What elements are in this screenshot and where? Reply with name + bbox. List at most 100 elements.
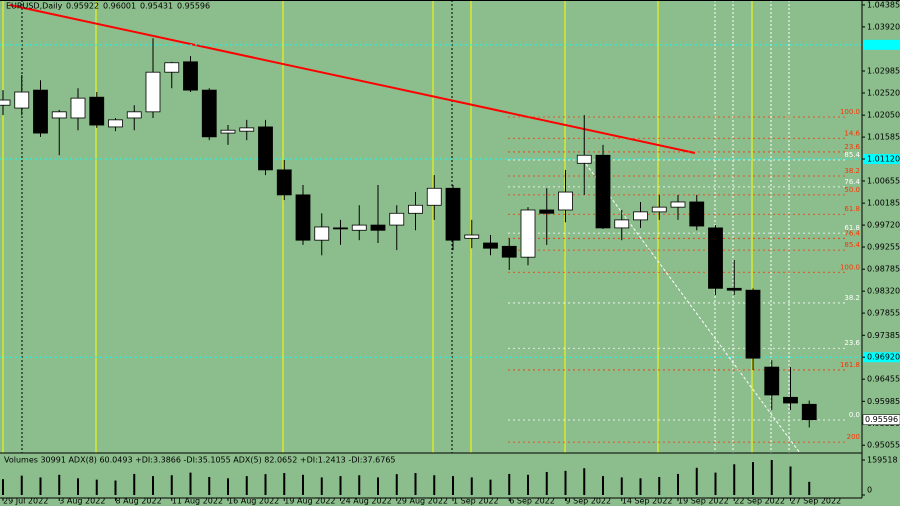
level-box xyxy=(863,154,900,165)
volume-bar xyxy=(489,479,492,495)
y-tick-label: 0.98785 xyxy=(867,265,900,274)
volume-bar xyxy=(583,468,586,495)
volume-bar xyxy=(695,467,698,495)
y-tick-label: 0.96455 xyxy=(867,375,900,384)
candle-body xyxy=(145,71,161,113)
x-tick-label: 22 Sep 2022 xyxy=(734,497,785,506)
x-tick-label: 1 Sep 2022 xyxy=(453,497,499,506)
candle-body xyxy=(783,396,798,404)
volume-bar xyxy=(602,476,604,495)
candle-body xyxy=(220,129,236,134)
candle-body xyxy=(389,212,405,226)
volume-bar xyxy=(395,474,398,495)
volume-bar xyxy=(770,460,773,495)
candle-body xyxy=(576,154,592,164)
candle-body xyxy=(539,209,555,214)
y-tick-label: 0.99255 xyxy=(867,243,900,252)
volume-bar xyxy=(358,475,361,495)
y-tick-label: 1.03920 xyxy=(867,22,900,31)
y-tick-label: 0.95055 xyxy=(867,441,900,450)
candle-body xyxy=(33,89,48,134)
volume-bar xyxy=(95,479,98,495)
volume-bar xyxy=(714,472,717,495)
trend-line xyxy=(9,4,696,154)
y-tick-label: 0.97855 xyxy=(867,309,900,318)
x-tick-label: 19 Sep 2022 xyxy=(678,497,729,506)
candle-body xyxy=(183,61,198,91)
x-tick-label: 14 Sep 2022 xyxy=(622,497,673,506)
candle-body xyxy=(276,169,292,196)
candle-body xyxy=(689,201,705,227)
volume-bar xyxy=(733,464,736,495)
candle-body xyxy=(295,194,311,241)
volume-bar xyxy=(677,473,679,495)
fib-label: 0.0 xyxy=(849,411,860,419)
fib-label: 23.6 xyxy=(844,143,860,151)
volume-header: Volumes 30991 ADX(8) 60.0493 +DI:3.3866 … xyxy=(4,456,396,465)
volume-bar xyxy=(545,471,548,495)
y-tick-label: 0.95985 xyxy=(867,397,900,406)
candle-body xyxy=(764,366,780,396)
y-tick-label: 0.98320 xyxy=(867,287,900,296)
y-tick-label: 0.96920 xyxy=(867,353,900,362)
volume-bar xyxy=(564,470,567,495)
y-tick-label: 1.02985 xyxy=(867,67,900,76)
volume-bar xyxy=(245,476,248,495)
candle-body xyxy=(333,227,348,230)
candle-body xyxy=(370,224,386,231)
candle-body xyxy=(520,209,536,258)
volume-bar xyxy=(789,466,792,495)
volume-bar xyxy=(508,473,511,495)
y-tick-label: 1.00185 xyxy=(867,199,900,208)
y-tick-label: 1.02520 xyxy=(867,88,900,97)
candle-body xyxy=(708,227,723,289)
session-lines xyxy=(2,0,790,453)
header-value: 0.95596 xyxy=(177,2,210,11)
candle-body xyxy=(314,226,330,241)
volume-bar xyxy=(752,462,754,495)
volume-bar xyxy=(114,480,117,495)
volume-bar xyxy=(189,472,192,495)
candle-body xyxy=(426,187,442,206)
candle-body xyxy=(108,119,123,128)
volume-bar xyxy=(2,479,4,495)
candle-body xyxy=(408,204,423,214)
candle-body xyxy=(201,89,217,138)
header-value: 0.95922 xyxy=(66,2,99,11)
volume-bar xyxy=(414,473,417,495)
candle-body xyxy=(70,97,86,119)
volume-bar xyxy=(339,476,342,495)
candle-body xyxy=(258,126,273,171)
x-tick-label: 9 Sep 2022 xyxy=(566,497,612,506)
level-box xyxy=(863,39,900,50)
volume-bar xyxy=(808,481,811,495)
volume-bar xyxy=(170,475,173,495)
volume-bar xyxy=(39,477,42,495)
fib-label: 85.4 xyxy=(844,151,860,159)
x-tick-label: 11 Aug 2022 xyxy=(172,497,223,506)
volume-bar xyxy=(302,474,304,495)
fib-label: 161.8 xyxy=(840,361,860,369)
candle-body xyxy=(745,289,761,359)
volume-bar xyxy=(639,478,642,495)
candle-body xyxy=(464,234,480,239)
x-tick-label: 29 Jul 2022 xyxy=(3,497,48,506)
x-tick-label: 16 Aug 2022 xyxy=(228,497,279,506)
fib-label: 14.6 xyxy=(844,129,860,137)
candle-body xyxy=(14,91,30,109)
volume-bar xyxy=(320,477,323,495)
candle-body xyxy=(351,224,367,231)
volume-bar xyxy=(152,476,154,495)
x-tick-label: 6 Sep 2022 xyxy=(509,497,555,506)
channel-line xyxy=(582,159,801,454)
y-tick-label: 1.04385 xyxy=(867,0,900,9)
y-tick-label: 1.01585 xyxy=(867,133,900,142)
volume-tick-label: 159518 xyxy=(867,456,898,465)
fib-label: 61.8 xyxy=(844,205,860,213)
fib-label: 61.8 xyxy=(844,224,860,232)
volume-tick-label: 0 xyxy=(867,486,872,495)
volume-bar xyxy=(620,477,623,495)
candle-body xyxy=(0,99,11,106)
volume-bar xyxy=(264,474,267,495)
